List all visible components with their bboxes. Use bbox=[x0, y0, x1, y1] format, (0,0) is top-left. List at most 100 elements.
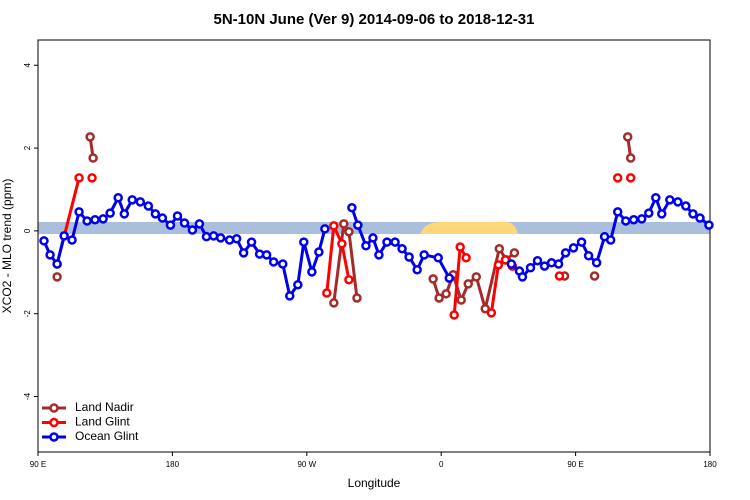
point bbox=[456, 295, 466, 305]
point bbox=[605, 235, 616, 245]
point bbox=[238, 248, 249, 258]
point bbox=[612, 207, 623, 217]
x-tick-label: 0 bbox=[439, 460, 444, 469]
y-tick-label: 0 bbox=[23, 228, 32, 233]
point bbox=[480, 303, 491, 314]
point bbox=[651, 193, 661, 203]
point bbox=[329, 221, 339, 231]
point bbox=[434, 293, 444, 303]
point bbox=[560, 248, 571, 258]
point bbox=[88, 153, 98, 163]
point bbox=[322, 288, 332, 298]
point bbox=[463, 279, 473, 289]
point bbox=[506, 259, 517, 269]
point bbox=[583, 250, 594, 261]
point bbox=[179, 218, 190, 228]
point bbox=[52, 259, 62, 269]
point bbox=[493, 260, 504, 270]
point bbox=[98, 214, 108, 224]
x-tick-label: 180 bbox=[703, 460, 717, 469]
point bbox=[449, 310, 459, 320]
point bbox=[52, 272, 62, 282]
point bbox=[347, 202, 357, 213]
point bbox=[368, 233, 378, 243]
point bbox=[625, 173, 636, 183]
point bbox=[397, 243, 407, 254]
point bbox=[150, 209, 161, 219]
point bbox=[314, 247, 324, 257]
point bbox=[637, 214, 647, 224]
point bbox=[135, 197, 146, 207]
point bbox=[494, 243, 505, 254]
point bbox=[45, 250, 55, 260]
point bbox=[455, 242, 465, 252]
point bbox=[352, 293, 362, 303]
point bbox=[344, 274, 354, 285]
legend-marker bbox=[49, 403, 59, 413]
point bbox=[441, 289, 451, 299]
point bbox=[87, 173, 97, 183]
y-tick-label: 4 bbox=[23, 62, 32, 67]
point bbox=[143, 201, 154, 211]
x-tick-label: 180 bbox=[166, 460, 180, 469]
point bbox=[165, 220, 176, 230]
point bbox=[412, 265, 422, 275]
point bbox=[194, 219, 205, 229]
series-line bbox=[42, 193, 710, 300]
point bbox=[704, 220, 714, 230]
y-axis-label: XCO2 - MLO trend (ppm) bbox=[0, 179, 14, 314]
x-axis-label: Longitude bbox=[348, 476, 401, 490]
point bbox=[39, 236, 49, 246]
plot-frame bbox=[37, 39, 711, 453]
point bbox=[628, 214, 639, 225]
point bbox=[673, 197, 683, 207]
point bbox=[525, 262, 536, 273]
point bbox=[268, 257, 279, 267]
point bbox=[665, 195, 675, 205]
point bbox=[681, 201, 691, 211]
point bbox=[644, 208, 654, 218]
point bbox=[486, 308, 497, 318]
point bbox=[105, 208, 115, 218]
point bbox=[299, 237, 309, 247]
point bbox=[419, 250, 429, 260]
point bbox=[657, 209, 667, 219]
zero-band bbox=[38, 222, 710, 234]
point bbox=[568, 243, 579, 253]
x-tick-label: 90 E bbox=[567, 460, 583, 469]
point bbox=[553, 259, 564, 269]
y-tick-label: -2 bbox=[23, 310, 32, 318]
point bbox=[261, 250, 272, 260]
point bbox=[695, 213, 705, 223]
point bbox=[127, 195, 137, 205]
point bbox=[74, 173, 84, 183]
point bbox=[187, 225, 198, 235]
point bbox=[215, 233, 226, 243]
point bbox=[172, 211, 183, 221]
point bbox=[374, 250, 384, 260]
point bbox=[382, 237, 392, 247]
point bbox=[293, 279, 303, 290]
point bbox=[85, 132, 95, 142]
point bbox=[612, 173, 623, 183]
point bbox=[509, 248, 520, 258]
legend-marker bbox=[49, 417, 59, 428]
point bbox=[82, 216, 92, 226]
point bbox=[554, 271, 565, 281]
point bbox=[539, 261, 550, 271]
point bbox=[688, 209, 698, 219]
point bbox=[444, 273, 455, 283]
legend-label: Land Nadir bbox=[75, 400, 134, 414]
point bbox=[576, 237, 587, 247]
point bbox=[589, 271, 600, 281]
point bbox=[625, 153, 636, 163]
legend-label: Land Glint bbox=[75, 415, 130, 429]
point bbox=[246, 237, 257, 247]
point bbox=[517, 272, 528, 282]
x-tick-label: 90 E bbox=[30, 460, 46, 469]
point bbox=[532, 255, 543, 266]
y-tick-label: 2 bbox=[23, 145, 32, 150]
chart-title: 5N-10N June (Ver 9) 2014-09-06 to 2018-1… bbox=[213, 11, 534, 28]
point bbox=[461, 253, 471, 263]
